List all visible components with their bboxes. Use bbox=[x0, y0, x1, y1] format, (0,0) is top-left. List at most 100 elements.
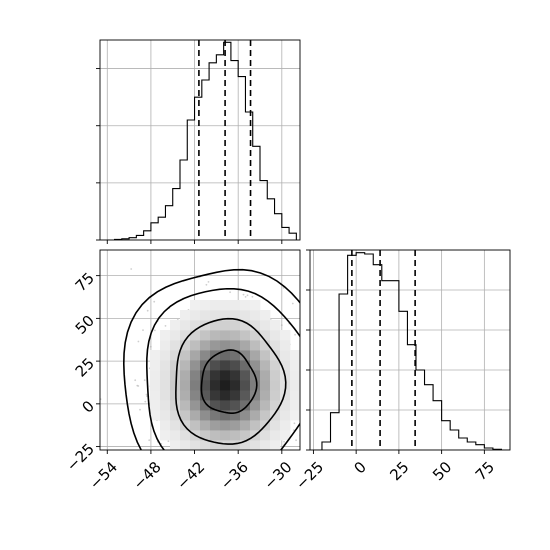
sample-point bbox=[300, 375, 302, 377]
joint-x-tick-label: −54 bbox=[86, 458, 121, 493]
sample-point bbox=[301, 406, 303, 408]
sample-point bbox=[302, 387, 304, 389]
sample-point bbox=[216, 514, 218, 516]
density-cell bbox=[260, 360, 271, 371]
sample-point bbox=[199, 488, 201, 490]
density-cell bbox=[190, 380, 201, 391]
sample-point bbox=[210, 471, 212, 473]
density-cell bbox=[190, 390, 201, 401]
density-cell bbox=[250, 340, 261, 351]
right-x-tick-label: 75 bbox=[472, 458, 498, 484]
density-cell bbox=[190, 400, 201, 411]
density-cell bbox=[220, 420, 231, 431]
sample-point bbox=[146, 395, 148, 397]
density-cell bbox=[270, 390, 281, 401]
density-cell bbox=[260, 380, 271, 391]
density-cell bbox=[220, 360, 231, 371]
sample-point bbox=[216, 455, 218, 457]
sample-point bbox=[139, 408, 141, 411]
sample-point bbox=[209, 463, 211, 465]
sample-point bbox=[255, 472, 257, 474]
sample-point bbox=[217, 454, 219, 456]
density-cell bbox=[230, 400, 241, 411]
density-contour bbox=[200, 349, 258, 414]
sample-point bbox=[221, 463, 223, 465]
density-cell bbox=[160, 350, 171, 361]
density-contour bbox=[122, 268, 300, 450]
density-cell bbox=[290, 400, 300, 411]
right-histogram-step bbox=[313, 252, 510, 450]
density-cell bbox=[170, 430, 181, 441]
sample-point bbox=[140, 455, 142, 457]
density-cell bbox=[280, 390, 291, 401]
sample-point bbox=[252, 458, 254, 460]
density-cell bbox=[260, 370, 271, 381]
top-panel-frame bbox=[99, 39, 301, 241]
sample-point bbox=[300, 381, 302, 383]
density-cell bbox=[170, 360, 181, 371]
sample-point bbox=[179, 453, 181, 455]
density-cell bbox=[220, 430, 231, 441]
density-cell bbox=[180, 340, 191, 351]
density-cell bbox=[210, 390, 221, 401]
density-cell bbox=[280, 430, 291, 441]
right-histogram bbox=[313, 252, 510, 450]
density-cell bbox=[240, 360, 251, 371]
density-cell bbox=[160, 390, 171, 401]
sample-point bbox=[134, 379, 137, 382]
density-cell bbox=[290, 410, 300, 421]
sample-point bbox=[209, 461, 211, 463]
density-cell bbox=[270, 330, 281, 341]
density-cell bbox=[190, 300, 201, 311]
sample-point bbox=[253, 463, 255, 465]
sample-point bbox=[249, 453, 251, 455]
density-cell bbox=[250, 400, 261, 411]
density-cell bbox=[250, 410, 261, 421]
density-cell bbox=[220, 390, 231, 401]
density-cell bbox=[220, 310, 231, 321]
density-cell bbox=[220, 370, 231, 381]
sample-point bbox=[283, 440, 285, 443]
sample-point bbox=[185, 451, 187, 453]
joint-y-tick-label: −25 bbox=[63, 440, 98, 475]
joint-y-tick-label: 50 bbox=[72, 312, 98, 338]
density-cell bbox=[250, 390, 261, 401]
density-cell bbox=[180, 320, 191, 331]
density-cell bbox=[260, 330, 271, 341]
sample-point bbox=[291, 302, 294, 305]
density-cell bbox=[280, 330, 291, 341]
density-cell bbox=[180, 380, 191, 391]
density-cell bbox=[240, 370, 251, 381]
density-cell bbox=[280, 420, 291, 431]
sample-point bbox=[229, 291, 232, 294]
density-cell bbox=[150, 390, 161, 401]
density-cell bbox=[190, 330, 201, 341]
density-cell bbox=[230, 360, 241, 371]
density-cell bbox=[160, 400, 171, 411]
density-cell bbox=[230, 370, 241, 381]
density-cell bbox=[270, 420, 281, 431]
sample-point bbox=[233, 454, 235, 456]
density-cell bbox=[250, 380, 261, 391]
sample-point bbox=[217, 455, 219, 457]
sample-point bbox=[192, 452, 194, 454]
sample-point bbox=[301, 437, 303, 439]
density-cell bbox=[200, 420, 211, 431]
density-cell bbox=[210, 330, 221, 341]
density-cell bbox=[240, 320, 251, 331]
density-cell bbox=[290, 350, 300, 361]
sample-point bbox=[228, 459, 230, 461]
density-contour bbox=[145, 287, 300, 450]
density-cell bbox=[290, 370, 300, 381]
density-cell bbox=[180, 390, 191, 401]
density-cell bbox=[270, 410, 281, 421]
sample-point bbox=[293, 422, 296, 425]
density-cell bbox=[180, 420, 191, 431]
sample-point bbox=[207, 281, 210, 283]
density-cell bbox=[200, 430, 211, 441]
sample-point bbox=[212, 460, 214, 462]
density-cell bbox=[180, 430, 191, 441]
density-cell bbox=[200, 440, 211, 450]
density-cell bbox=[200, 300, 211, 311]
